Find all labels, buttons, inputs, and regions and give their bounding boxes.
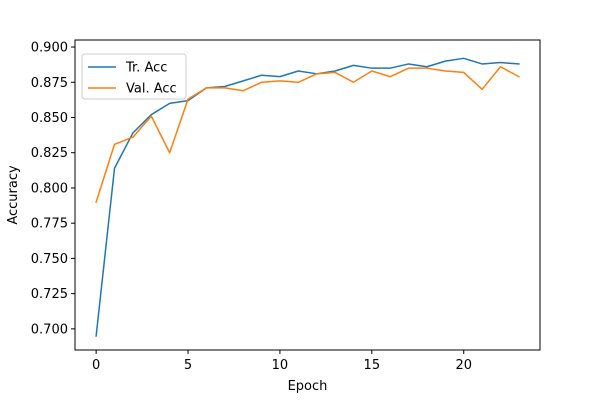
y-tick-label: 0.875	[31, 76, 68, 91]
legend-label: Tr. Acc	[125, 61, 167, 76]
y-tick-label: 0.800	[31, 181, 68, 196]
legend: Tr. Acc Val. Acc	[81, 53, 187, 100]
y-tick-label: 0.900	[31, 41, 68, 56]
y-tick-label: 0.725	[31, 287, 68, 302]
y-axis: 0.700 0.725 0.750 0.775 0.800 0.825 0.850 0.875…	[31, 41, 75, 337]
x-tick-label: 5	[184, 358, 192, 373]
x-axis: 0 5 10 15 20	[92, 350, 472, 373]
x-tick-label: 10	[272, 358, 289, 373]
x-axis-label: Epoch	[288, 379, 328, 394]
series-line-1	[95, 66, 520, 203]
x-tick-label: 20	[455, 358, 472, 373]
y-tick-label: 0.750	[31, 252, 68, 267]
x-tick-label: 15	[364, 358, 381, 373]
y-tick-label: 0.850	[31, 111, 68, 126]
x-tick-label: 0	[92, 358, 100, 373]
axes-frame	[74, 39, 541, 351]
y-axis-label: Accuracy	[6, 165, 21, 225]
series-line-0	[95, 57, 520, 337]
plot-area	[95, 57, 520, 337]
y-tick-label: 0.825	[31, 146, 68, 161]
y-tick-label: 0.700	[31, 322, 68, 337]
legend-label: Val. Acc	[126, 82, 177, 97]
y-tick-label: 0.775	[31, 217, 68, 232]
